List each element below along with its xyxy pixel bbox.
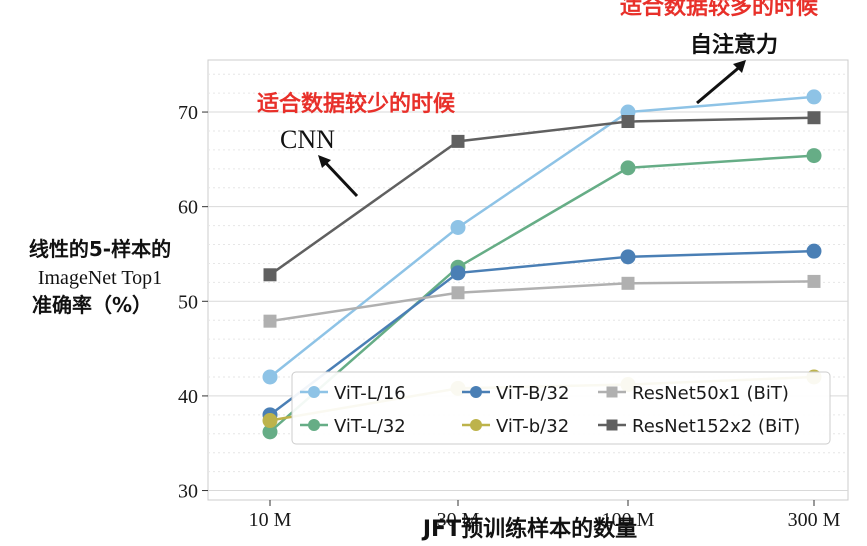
- legend-marker: [606, 386, 618, 398]
- data-point-5-1: [451, 134, 465, 148]
- legend-marker: [470, 386, 482, 398]
- data-point-1-3: [806, 148, 822, 164]
- y-tick-label: 70: [178, 102, 198, 124]
- legend-label: ViT-L/32: [334, 416, 406, 437]
- legend-label: ResNet152x2 (BiT): [632, 416, 800, 437]
- y-tick-label: 60: [178, 197, 198, 219]
- arrowhead-cnn: [318, 155, 331, 168]
- x-tick-label: 30 M: [437, 509, 480, 531]
- annotation-cnn: CNN: [280, 125, 335, 154]
- data-point-5-0: [263, 268, 277, 282]
- x-axis-label: JFT预训练样本的数量: [421, 516, 637, 542]
- legend-label: ViT-b/32: [496, 416, 569, 437]
- legend-marker: [606, 419, 618, 431]
- data-point-4-1: [451, 286, 465, 300]
- y-tick-label: 50: [178, 291, 198, 313]
- data-point-4-2: [621, 276, 635, 290]
- legend-label: ResNet50x1 (BiT): [632, 383, 789, 404]
- data-point-5-3: [807, 111, 821, 125]
- data-point-2-1: [450, 265, 466, 281]
- annotation-few-data: 适合数据较少的时候: [257, 91, 456, 117]
- legend: ViT-L/16 ViT-B/32 ResNet50x1 (BiT) ViT-L/32…: [291, 371, 831, 445]
- annotation-self-attention: 自注意力: [690, 32, 778, 58]
- legend-marker: [470, 419, 482, 431]
- data-point-4-0: [263, 314, 277, 328]
- data-point-1-0: [262, 424, 278, 440]
- x-axis-ticks: 10 M 30 M 100 M 300 M: [249, 500, 841, 531]
- series-line-5: [269, 116, 815, 276]
- x-tick-label: 300 M: [788, 509, 841, 531]
- legend-marker: [308, 386, 320, 398]
- data-point-1-2: [620, 160, 636, 176]
- x-tick-label: 100 M: [602, 509, 655, 531]
- arrowhead-self-attention: [733, 60, 746, 73]
- data-point-3-0: [262, 413, 278, 429]
- legend-marker: [308, 419, 320, 431]
- data-point-4-3: [807, 274, 821, 288]
- series-line-4: [269, 280, 815, 323]
- y-tick-label: 30: [178, 481, 198, 503]
- series-line-1: [269, 154, 815, 433]
- data-point-2-2: [620, 249, 636, 265]
- data-point-0-0: [262, 369, 278, 385]
- series-line-2: [269, 249, 815, 416]
- legend-box: [291, 371, 831, 445]
- y-axis-label-line2: ImageNet Top1: [38, 267, 162, 289]
- y-axis-ticks: 30 40 50 60 70: [178, 102, 208, 503]
- data-point-0-3: [806, 89, 822, 105]
- annotation-many-data: 适合数据较多的时候: [620, 0, 819, 20]
- legend-label: ViT-B/32: [496, 383, 569, 404]
- y-axis-label-line1: 线性的5-样本的: [29, 237, 171, 261]
- x-tick-label: 10 M: [249, 509, 292, 531]
- y-axis-label-line3: 准确率（%）: [32, 293, 152, 317]
- data-point-5-2: [621, 115, 635, 129]
- legend-label: ViT-L/16: [334, 383, 406, 404]
- series-line-0: [269, 95, 815, 378]
- y-tick-label: 40: [178, 386, 198, 408]
- data-point-0-1: [450, 219, 466, 235]
- arrow-self-attention: [696, 63, 743, 105]
- data-point-2-3: [806, 243, 822, 259]
- arrow-cnn: [321, 158, 359, 198]
- gridlines: [208, 73, 848, 492]
